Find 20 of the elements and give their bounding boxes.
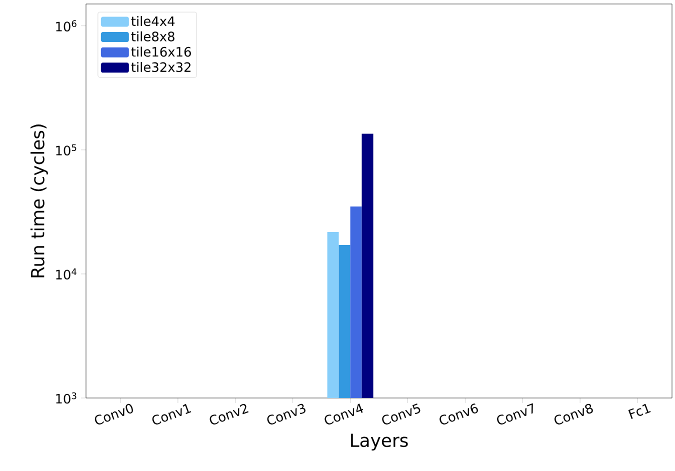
x-tick-label: Conv3 — [267, 404, 306, 424]
x-tick-label: Conv0 — [94, 404, 133, 424]
x-axis-title: Layers — [351, 434, 408, 451]
x-tick-label: Conv1 — [152, 404, 192, 424]
legend-label: tile16x16 — [131, 46, 191, 57]
x-tick-label: Fc1 — [628, 404, 651, 419]
x-tick-label: Conv8 — [554, 404, 593, 424]
y-tick-label: 10$^{6}$ — [56, 20, 76, 32]
x-tick-label: Conv6 — [440, 404, 478, 424]
y-tick-label: 10$^{4}$ — [56, 268, 76, 280]
x-tick-label: Conv4 — [324, 404, 364, 424]
y-tick-label: 10$^{5}$ — [56, 144, 76, 156]
x-tick-label: Conv5 — [382, 404, 420, 424]
y-axis-title: Run time (cycles) — [30, 124, 48, 278]
legend-label: tile32x32 — [131, 62, 190, 72]
legend-label: tile8x8 — [131, 31, 174, 42]
y-tick-label: 10$^{3}$ — [56, 392, 76, 404]
x-tick-label: Conv2 — [210, 404, 248, 424]
legend-label: tile4x4 — [131, 16, 175, 26]
x-tick-label: Conv7 — [497, 403, 533, 424]
